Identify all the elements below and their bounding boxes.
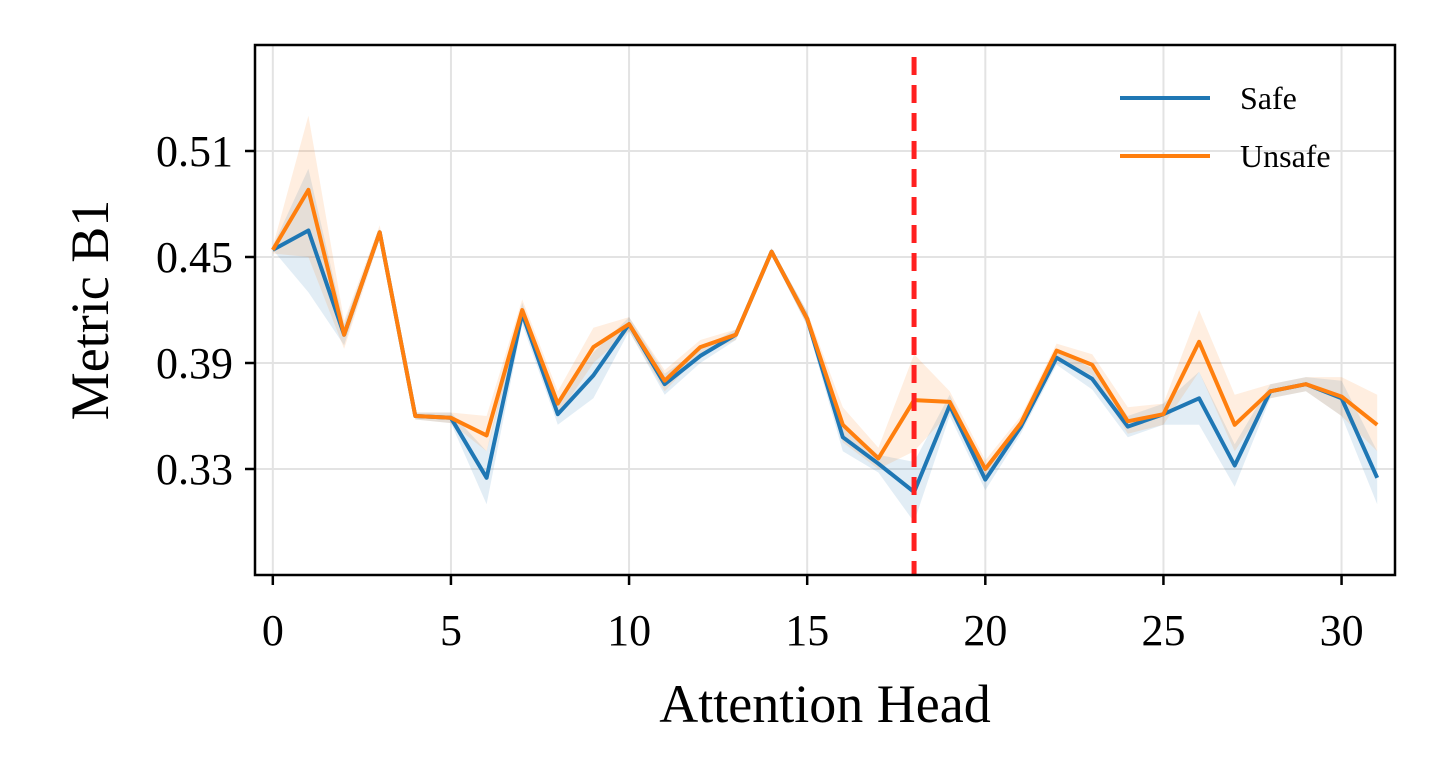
y-tick-label: 0.51 <box>156 127 233 176</box>
legend-label-safe: Safe <box>1240 80 1297 116</box>
confidence-bands <box>272 115 1378 522</box>
legend: Safe Unsafe <box>1120 80 1331 174</box>
series-line-unsafe <box>271 187 1379 471</box>
x-tick-label: 25 <box>1141 606 1185 655</box>
series-lines <box>271 187 1380 494</box>
x-tick-label: 30 <box>1320 606 1364 655</box>
y-tick-label: 0.45 <box>156 233 233 282</box>
y-tick-label: 0.39 <box>156 339 233 388</box>
x-tick-label: 15 <box>785 606 829 655</box>
x-tick-label: 20 <box>963 606 1007 655</box>
y-tick-label: 0.33 <box>156 445 233 494</box>
legend-label-unsafe: Unsafe <box>1240 138 1331 174</box>
x-tick-label: 0 <box>262 606 284 655</box>
plot-frame <box>253 43 1397 577</box>
grid-lines <box>255 45 1395 575</box>
axis-ticks: 0 5 10 15 20 25 30 0.33 0.39 0.45 0.51 <box>156 127 1364 655</box>
x-tick-label: 5 <box>440 606 462 655</box>
x-axis-title: Attention Head <box>659 674 990 734</box>
y-axis-title: Metric B1 <box>60 200 120 420</box>
x-tick-label: 10 <box>607 606 651 655</box>
